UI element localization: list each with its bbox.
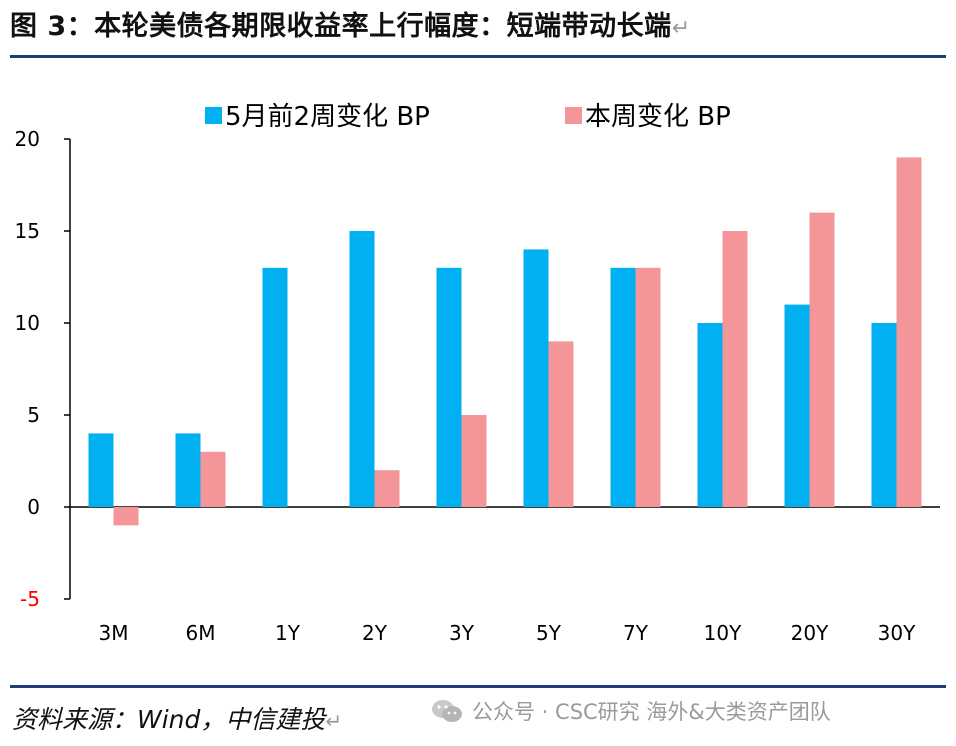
bar-30Y-series-1 xyxy=(871,323,897,507)
bar-2Y-series-1 xyxy=(349,231,375,507)
y-tick-label: 0 xyxy=(27,495,40,519)
y-tick-label: 5 xyxy=(27,403,40,427)
x-tick-label: 2Y xyxy=(362,621,388,645)
bar-7Y-series-2 xyxy=(635,267,661,507)
x-tick-label: 30Y xyxy=(878,621,916,645)
x-tick-label: 3Y xyxy=(449,621,475,645)
figure-title: 图 3：本轮美债各期限收益率上行幅度：短端带动长端↵ xyxy=(10,11,691,42)
source-rule xyxy=(10,685,946,688)
legend-swatch-2 xyxy=(565,107,582,124)
bar-6M-series-2 xyxy=(200,451,226,507)
wechat-icon xyxy=(432,700,462,722)
bar-6M-series-1 xyxy=(175,433,201,507)
return-mark: ↵ xyxy=(671,16,691,41)
legend-swatch-1 xyxy=(205,107,222,124)
bar-1Y-series-1 xyxy=(262,267,288,507)
bar-30Y-series-2 xyxy=(896,157,922,507)
bar-chart: 5月前2周变化 BP 本周变化 BP -5 0 5 10 15 20 3M 6M 1Y 2Y 3Y 5Y… xyxy=(15,102,940,645)
bar-3M-series-1 xyxy=(88,433,114,507)
legend-label-2: 本周变化 BP xyxy=(585,102,731,132)
bar-7Y-series-1 xyxy=(610,267,636,507)
x-tick-label: 6M xyxy=(186,621,216,645)
x-tick-label: 3M xyxy=(99,621,129,645)
chart-ticks: -5 0 5 10 15 20 3M 6M 1Y 2Y 3Y 5Y 7Y 10Y 20Y 30Y xyxy=(15,127,917,645)
bar-3Y-series-1 xyxy=(436,267,462,507)
bar-20Y-series-1 xyxy=(784,304,810,507)
bar-10Y-series-2 xyxy=(722,231,748,507)
x-tick-label: 7Y xyxy=(623,621,649,645)
bar-2Y-series-2 xyxy=(374,470,400,507)
watermark-text: 公众号 · CSC研究 海外&大类资产团队 xyxy=(472,700,831,724)
y-tick-label: -5 xyxy=(20,587,40,611)
x-tick-label: 10Y xyxy=(704,621,742,645)
bar-3Y-series-2 xyxy=(461,415,487,507)
x-tick-label: 1Y xyxy=(275,621,301,645)
y-tick-label: 15 xyxy=(15,219,40,243)
legend-label-1: 5月前2周变化 BP xyxy=(225,102,430,132)
x-tick-label: 20Y xyxy=(791,621,829,645)
bar-5Y-series-2 xyxy=(548,341,574,507)
y-tick-label: 10 xyxy=(15,311,40,335)
chart-legend: 5月前2周变化 BP 本周变化 BP xyxy=(205,102,731,132)
return-mark: ↵ xyxy=(325,709,343,733)
x-tick-label: 5Y xyxy=(536,621,562,645)
watermark: 公众号 · CSC研究 海外&大类资产团队 xyxy=(430,696,831,726)
bar-5Y-series-1 xyxy=(523,249,549,507)
bar-3M-series-2 xyxy=(113,507,139,526)
title-rule xyxy=(10,55,946,58)
chart-bars xyxy=(88,157,922,526)
y-tick-label: 20 xyxy=(15,127,40,151)
source-note: 资料来源：Wind，中信建投↵ xyxy=(12,705,343,734)
bar-10Y-series-1 xyxy=(697,323,723,507)
bar-20Y-series-2 xyxy=(809,212,835,507)
